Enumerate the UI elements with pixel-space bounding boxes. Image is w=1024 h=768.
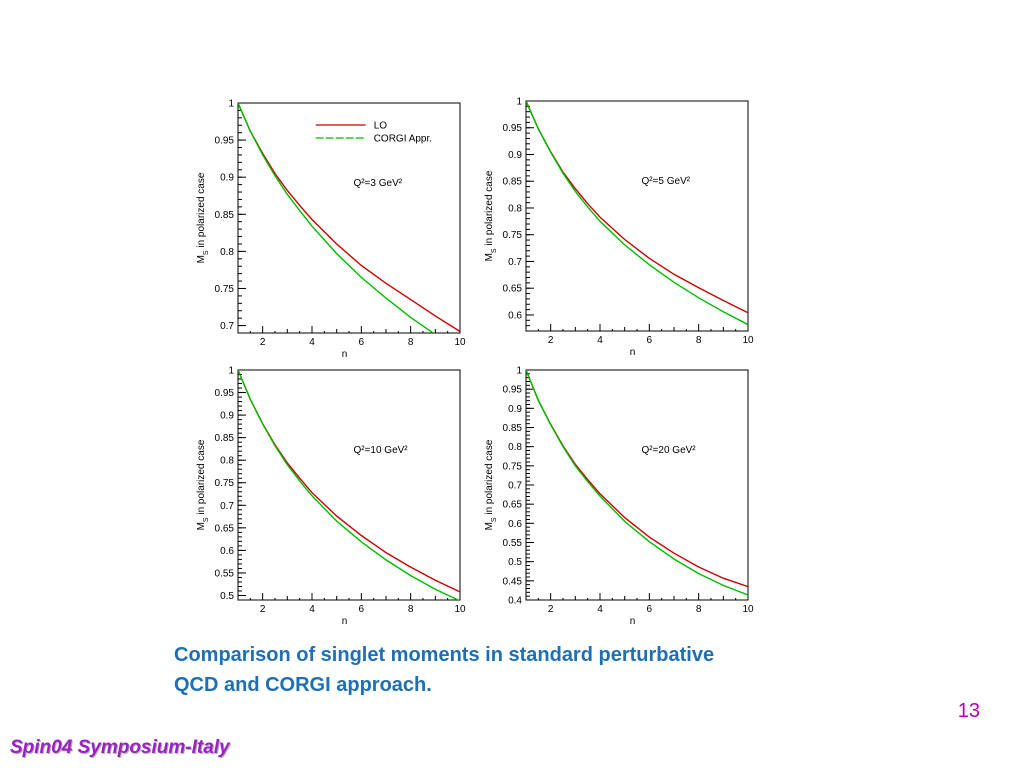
chart-svg: 2 4 6 8 10 0.4 0.45 0.5 0.55 0.6 0.65 0.7 0.75 0.8 0.8… xyxy=(484,366,754,628)
q2-annotation: Q²=5 GeV² xyxy=(641,176,690,187)
x-axis-title: n xyxy=(630,347,636,358)
y-tick-label: 0.95 xyxy=(503,385,523,396)
x-tick-label: 6 xyxy=(647,604,653,615)
x-tick-label: 4 xyxy=(597,604,603,615)
q2-annotation: Q²=10 GeV² xyxy=(353,445,408,456)
plot-frame xyxy=(525,369,749,601)
chart-svg: 2 4 6 8 10 0.5 0.55 0.6 0.65 0.7 0.75 0.8 0.85 0.9 0.9… xyxy=(196,366,466,628)
y-tick-label: 0.6 xyxy=(220,546,234,557)
y-tick-label: 0.55 xyxy=(215,568,235,579)
x-tick-label: 10 xyxy=(454,604,466,615)
y-tick-label: 0.65 xyxy=(503,284,523,295)
plot-frame xyxy=(237,369,461,601)
y-tick-label: 0.7 xyxy=(220,501,234,512)
y-tick-label: 1 xyxy=(228,366,234,377)
series-lo-line xyxy=(238,370,460,593)
y-axis-title: MS in polarized case xyxy=(196,439,210,530)
y-tick-label: 0.85 xyxy=(503,177,523,188)
y-tick-label: 0.9 xyxy=(508,150,522,161)
series-lo-line xyxy=(526,101,748,314)
y-tick-label: 0.8 xyxy=(220,247,234,258)
chart-svg: 2 4 6 8 10 0.6 0.65 0.7 0.75 0.8 0.85 0.9 0.95 1 n MS i… xyxy=(484,97,754,359)
y-tick-label: 0.9 xyxy=(508,404,522,415)
y-tick-label: 0.85 xyxy=(503,423,523,434)
x-tick-label: 8 xyxy=(408,604,414,615)
y-tick-label: 0.75 xyxy=(503,461,523,472)
footer-text: Spin04 Symposium-Italy xyxy=(10,737,230,758)
chart-q2-3: 2 4 6 8 10 0.7 0.75 0.8 0.85 0.9 0.95 1 n MS in polar… xyxy=(190,95,480,365)
x-axis-title: n xyxy=(342,616,348,627)
caption-line-1: Comparison of singlet moments in standar… xyxy=(174,644,715,666)
q2-annotation: Q²=20 GeV² xyxy=(641,445,696,456)
y-tick-label: 0.45 xyxy=(503,576,523,587)
y-tick-label: 0.75 xyxy=(215,478,235,489)
y-tick-label: 0.8 xyxy=(508,203,522,214)
y-axis-title: MS in polarized case xyxy=(196,172,210,263)
x-tick-label: 6 xyxy=(359,604,365,615)
x-tick-label: 10 xyxy=(454,337,466,348)
x-tick-label: 4 xyxy=(309,604,315,615)
series-corgi-line xyxy=(526,101,748,326)
y-tick-label: 0.4 xyxy=(508,596,522,607)
y-tick-label: 0.5 xyxy=(508,557,522,568)
y-tick-label: 0.55 xyxy=(503,538,523,549)
q2-annotation: Q²=3 GeV² xyxy=(353,178,402,189)
legend-corgi-label: CORGI Appr. xyxy=(374,134,432,145)
y-axis-title: MS in polarized case xyxy=(484,170,498,261)
y-tick-label: 0.65 xyxy=(215,523,235,534)
x-tick-label: 6 xyxy=(359,337,365,348)
y-tick-label: 1 xyxy=(516,97,522,108)
y-tick-label: 0.6 xyxy=(508,310,522,321)
y-tick-label: 0.7 xyxy=(508,481,522,492)
y-axis-title: MS in polarized case xyxy=(484,439,498,530)
x-axis-title: n xyxy=(342,349,348,360)
series-corgi-line xyxy=(526,370,748,596)
y-tick-label: 0.9 xyxy=(220,411,234,422)
series-corgi-line xyxy=(238,370,460,600)
x-tick-label: 2 xyxy=(260,337,266,348)
x-tick-label: 2 xyxy=(548,604,554,615)
slide-caption: Comparison of singlet moments in standar… xyxy=(174,640,894,700)
x-tick-label: 4 xyxy=(309,337,315,348)
x-tick-label: 2 xyxy=(548,335,554,346)
x-tick-label: 4 xyxy=(597,335,603,346)
chart-q2-5: 2 4 6 8 10 0.6 0.65 0.7 0.75 0.8 0.85 0.9 0.95 1 n MS i… xyxy=(478,93,768,363)
y-tick-label: 0.95 xyxy=(503,123,523,134)
x-tick-label: 6 xyxy=(647,335,653,346)
y-tick-label: 0.75 xyxy=(215,284,235,295)
y-tick-label: 0.7 xyxy=(220,321,234,332)
x-tick-label: 8 xyxy=(696,604,702,615)
chart-svg: 2 4 6 8 10 0.7 0.75 0.8 0.85 0.9 0.95 1 n MS in polar… xyxy=(196,99,466,361)
y-tick-label: 0.6 xyxy=(508,519,522,530)
y-tick-label: 0.65 xyxy=(503,500,523,511)
series-lo-line xyxy=(526,370,748,588)
x-axis-title: n xyxy=(630,616,636,627)
legend-lo-label: LO xyxy=(374,121,388,132)
y-tick-label: 0.95 xyxy=(215,388,235,399)
x-tick-label: 8 xyxy=(408,337,414,348)
x-tick-label: 2 xyxy=(260,604,266,615)
y-tick-label: 0.9 xyxy=(220,173,234,184)
y-tick-label: 0.8 xyxy=(220,456,234,467)
y-tick-label: 0.85 xyxy=(215,210,235,221)
y-tick-label: 1 xyxy=(228,99,234,110)
x-tick-label: 10 xyxy=(742,335,754,346)
y-tick-label: 0.7 xyxy=(508,257,522,268)
y-tick-label: 0.8 xyxy=(508,442,522,453)
chart-q2-20: 2 4 6 8 10 0.4 0.45 0.5 0.55 0.6 0.65 0.7 0.75 0.8 0.8… xyxy=(478,362,768,630)
y-tick-label: 0.5 xyxy=(220,591,234,602)
page-number: 13 xyxy=(957,700,980,722)
y-tick-label: 0.85 xyxy=(215,433,235,444)
y-tick-label: 1 xyxy=(516,366,522,377)
series-corgi-line xyxy=(238,103,435,333)
x-tick-label: 8 xyxy=(696,335,702,346)
y-tick-label: 0.95 xyxy=(215,136,235,147)
caption-line-2: QCD and CORGI approach. xyxy=(174,674,432,696)
chart-q2-10: 2 4 6 8 10 0.5 0.55 0.6 0.65 0.7 0.75 0.8 0.85 0.9 0.9… xyxy=(190,362,480,630)
y-tick-label: 0.75 xyxy=(503,230,523,241)
x-tick-label: 10 xyxy=(742,604,754,615)
